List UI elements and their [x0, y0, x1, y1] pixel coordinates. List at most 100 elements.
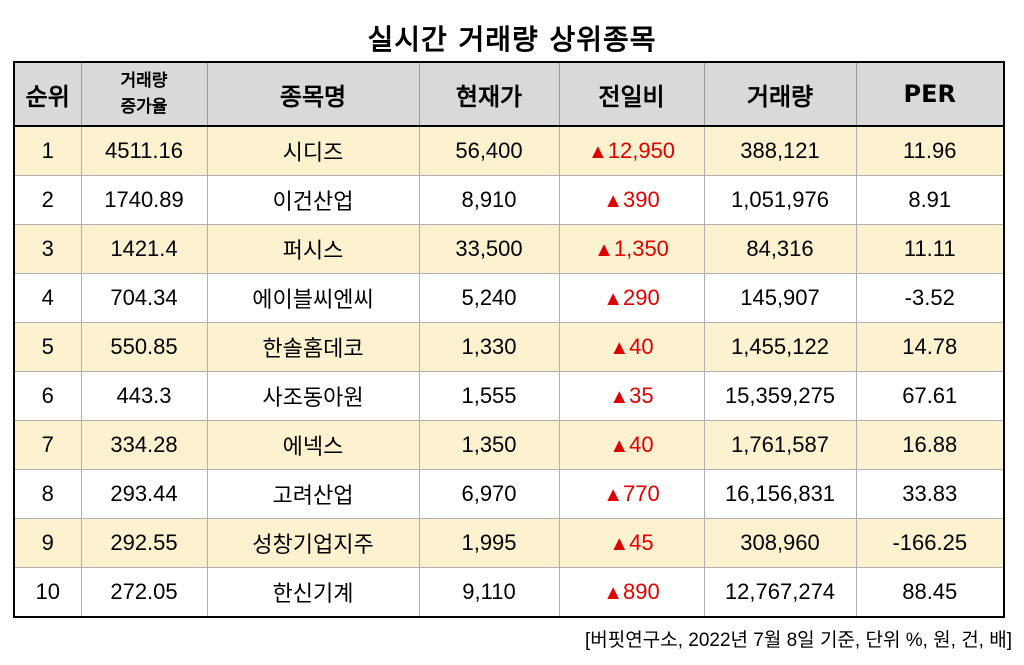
cell-price: 1,330	[418, 322, 560, 372]
up-triangle-icon: ▲	[609, 533, 630, 555]
cell-rank: 8	[13, 469, 82, 519]
table-row: 3 1421.4 퍼시스 33,500 ▲1,350 84,316 11.11	[13, 224, 1005, 274]
cell-volume: 1,761,587	[703, 420, 857, 470]
cell-growth: 443.3	[80, 371, 208, 421]
up-triangle-icon: ▲	[609, 386, 630, 408]
cell-growth: 550.85	[80, 322, 208, 372]
cell-change: ▲390	[558, 175, 705, 225]
col-header-volume: 거래량	[703, 61, 857, 127]
cell-name: 한솔홈데코	[206, 322, 420, 372]
cell-growth: 1421.4	[80, 224, 208, 274]
table-row: 1 4511.16 시디즈 56,400 ▲12,950 388,121 11.96	[13, 125, 1005, 176]
cell-price: 8,910	[418, 175, 560, 225]
source-note: [버핏연구소, 2022년 7월 8일 기준, 단위 %, 원, 건, 배]	[585, 630, 1012, 651]
cell-name: 한신기계	[206, 567, 420, 618]
cell-volume: 308,960	[703, 518, 857, 568]
cell-change: ▲35	[558, 371, 705, 421]
cell-change: ▲45	[558, 518, 705, 568]
cell-per: 11.11	[855, 224, 1005, 274]
cell-price: 33,500	[418, 224, 560, 274]
cell-name: 사조동아원	[206, 371, 420, 421]
change-value: 12,950	[607, 138, 676, 163]
col-header-rank: 순위	[13, 61, 82, 127]
cell-per: 11.96	[855, 125, 1005, 176]
cell-name: 성창기업지주	[206, 518, 420, 568]
cell-growth: 1740.89	[80, 175, 208, 225]
change-value: 890	[623, 579, 660, 604]
cell-price: 1,555	[418, 371, 560, 421]
cell-growth: 334.28	[80, 420, 208, 470]
cell-growth: 293.44	[80, 469, 208, 519]
cell-per: 16.88	[855, 420, 1005, 470]
cell-growth: 704.34	[80, 273, 208, 323]
cell-name: 퍼시스	[206, 224, 420, 274]
cell-price: 1,995	[418, 518, 560, 568]
cell-rank: 4	[13, 273, 82, 323]
cell-change: ▲290	[558, 273, 705, 323]
table-row: 10 272.05 한신기계 9,110 ▲890 12,767,274 88.45	[13, 567, 1005, 618]
cell-change: ▲40	[558, 322, 705, 372]
cell-volume: 1,051,976	[703, 175, 857, 225]
change-value: 40	[629, 432, 654, 457]
change-value: 290	[623, 285, 660, 310]
cell-name: 에이블씨엔씨	[206, 273, 420, 323]
change-value: 1,350	[613, 236, 669, 261]
cell-per: 14.78	[855, 322, 1005, 372]
cell-per: 67.61	[855, 371, 1005, 421]
table-body: 1 4511.16 시디즈 56,400 ▲12,950 388,121 11.96 2 174…	[13, 125, 1005, 618]
cell-volume: 388,121	[703, 125, 857, 176]
col-header-name: 종목명	[206, 61, 420, 127]
up-triangle-icon: ▲	[609, 337, 630, 359]
cell-rank: 10	[13, 567, 82, 618]
cell-change: ▲770	[558, 469, 705, 519]
up-triangle-icon: ▲	[603, 190, 624, 212]
change-value: 35	[629, 383, 654, 408]
cell-rank: 6	[13, 371, 82, 421]
up-triangle-icon: ▲	[587, 141, 608, 163]
table-row: 2 1740.89 이건산업 8,910 ▲390 1,051,976 8.91	[13, 175, 1005, 225]
cell-price: 56,400	[418, 125, 560, 176]
cell-rank: 3	[13, 224, 82, 274]
top-volume-table: 순위 거래량 증가율 종목명 현재가 전일비 거래량 PER 1 4511.16 시…	[13, 61, 1005, 618]
change-value: 770	[623, 481, 660, 506]
cell-change: ▲12,950	[558, 125, 705, 176]
change-value: 45	[629, 530, 654, 555]
cell-per: -166.25	[855, 518, 1005, 568]
cell-rank: 2	[13, 175, 82, 225]
cell-rank: 5	[13, 322, 82, 372]
cell-volume: 16,156,831	[703, 469, 857, 519]
table-row: 7 334.28 에넥스 1,350 ▲40 1,761,587 16.88	[13, 420, 1005, 470]
cell-price: 6,970	[418, 469, 560, 519]
cell-price: 1,350	[418, 420, 560, 470]
col-header-price: 현재가	[418, 61, 560, 127]
table-row: 4 704.34 에이블씨엔씨 5,240 ▲290 145,907 -3.52	[13, 273, 1005, 323]
cell-rank: 1	[13, 125, 82, 176]
cell-change: ▲1,350	[558, 224, 705, 274]
col-header-growth-line2: 증가율	[120, 97, 168, 117]
cell-growth: 292.55	[80, 518, 208, 568]
cell-volume: 12,767,274	[703, 567, 857, 618]
cell-growth: 4511.16	[80, 125, 208, 176]
up-triangle-icon: ▲	[609, 435, 630, 457]
cell-volume: 1,455,122	[703, 322, 857, 372]
page-title: 실시간 거래량 상위종목	[367, 23, 657, 56]
cell-per: 33.83	[855, 469, 1005, 519]
cell-volume: 84,316	[703, 224, 857, 274]
cell-price: 5,240	[418, 273, 560, 323]
cell-growth: 272.05	[80, 567, 208, 618]
col-header-growth-line1: 거래량	[120, 71, 168, 91]
up-triangle-icon: ▲	[594, 239, 614, 261]
change-value: 390	[623, 187, 660, 212]
col-header-change: 전일비	[558, 61, 705, 127]
cell-volume: 145,907	[703, 273, 857, 323]
cell-price: 9,110	[418, 567, 560, 618]
cell-per: 88.45	[855, 567, 1005, 618]
change-value: 40	[629, 334, 654, 359]
header-row: 순위 거래량 증가율 종목명 현재가 전일비 거래량 PER	[13, 61, 1005, 127]
cell-per: -3.52	[855, 273, 1005, 323]
cell-name: 고려산업	[206, 469, 420, 519]
up-triangle-icon: ▲	[603, 288, 624, 310]
table-row: 9 292.55 성창기업지주 1,995 ▲45 308,960 -166.25	[13, 518, 1005, 568]
table-row: 5 550.85 한솔홈데코 1,330 ▲40 1,455,122 14.78	[13, 322, 1005, 372]
cell-change: ▲890	[558, 567, 705, 618]
